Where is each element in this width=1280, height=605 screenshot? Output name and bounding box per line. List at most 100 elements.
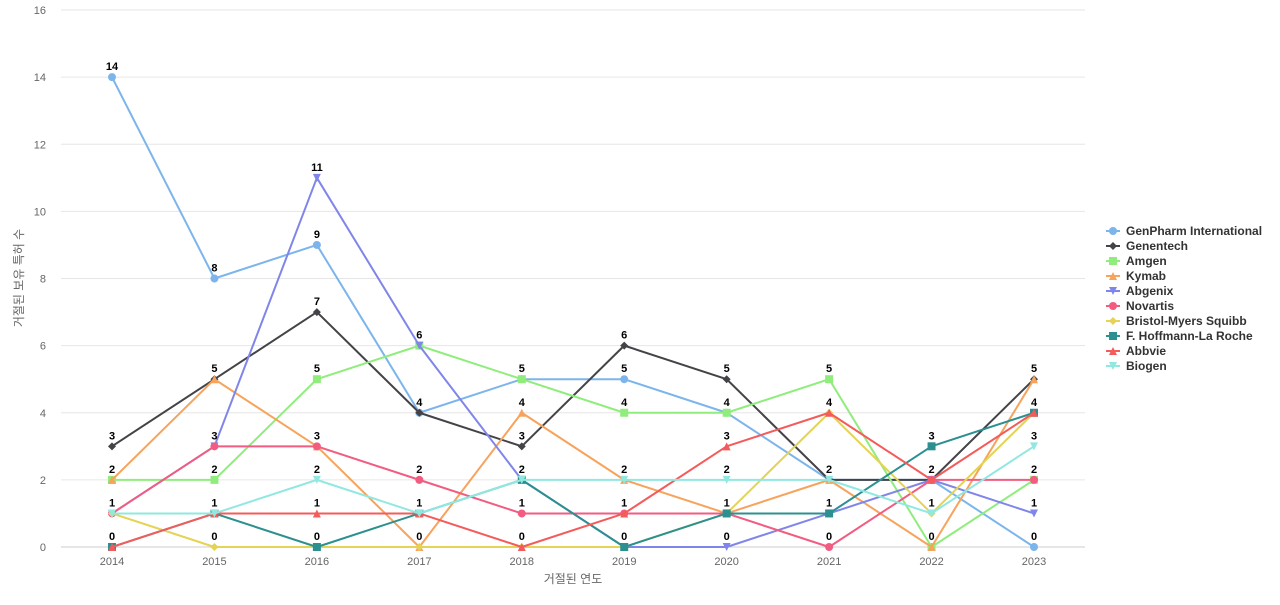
- data-label: 1: [826, 497, 832, 509]
- legend-label: Abbvie: [1126, 344, 1166, 358]
- point-marker: [415, 341, 424, 350]
- data-label: 0: [416, 531, 422, 543]
- series-line: [111, 76, 1035, 548]
- data-label: 4: [519, 397, 526, 409]
- x-tick-label: 2021: [817, 556, 841, 568]
- data-label: 0: [826, 531, 832, 543]
- data-label: 9: [314, 229, 320, 241]
- data-label: 5: [826, 363, 832, 375]
- point-marker: [620, 341, 629, 350]
- data-label: 3: [1031, 430, 1037, 442]
- point-marker: [108, 442, 116, 451]
- data-label: 0: [211, 531, 217, 543]
- series-line: [111, 176, 1035, 548]
- gridlines: [61, 9, 1085, 548]
- point-marker: [108, 475, 116, 484]
- legend-item: Abgenix: [1106, 284, 1174, 298]
- x-tick-label: 2016: [305, 556, 329, 568]
- legend-item: Bristol-Myers Squibb: [1106, 314, 1247, 328]
- point-marker: [312, 543, 321, 551]
- legend-label: Abgenix: [1126, 284, 1174, 298]
- data-label: 3: [314, 430, 320, 442]
- series-line: [111, 411, 1035, 548]
- data-label: 3: [519, 430, 525, 442]
- point-marker: [517, 509, 526, 518]
- data-label: 7: [314, 296, 320, 308]
- data-label: 6: [416, 330, 422, 342]
- x-tick-label: 2018: [510, 556, 534, 568]
- legend-item: Amgen: [1106, 254, 1167, 268]
- y-tick-label: 12: [34, 139, 46, 151]
- point-marker: [722, 442, 731, 451]
- legend-label: Novartis: [1126, 299, 1174, 313]
- data-label: 2: [109, 464, 115, 476]
- legend-item: Abbvie: [1106, 344, 1166, 358]
- point-marker: [312, 173, 321, 182]
- series-line: [111, 411, 1035, 548]
- point-marker: [1109, 362, 1117, 370]
- series-line: [111, 445, 1034, 548]
- data-label: 0: [621, 531, 627, 543]
- data-label: 3: [211, 430, 217, 442]
- point-marker: [210, 375, 219, 384]
- data-label: 3: [928, 430, 934, 442]
- point-marker: [517, 408, 526, 417]
- point-marker: [108, 73, 116, 82]
- point-marker: [1109, 242, 1117, 250]
- series-abbvie: [108, 408, 1038, 551]
- data-label: 2: [416, 464, 422, 476]
- data-label: 2: [211, 464, 217, 476]
- data-label: 2: [928, 464, 934, 476]
- x-tick-label: 2015: [202, 556, 226, 568]
- point-marker: [517, 543, 526, 551]
- point-marker: [415, 543, 424, 551]
- data-label: 1: [621, 497, 627, 509]
- data-label: 2: [621, 464, 627, 476]
- data-label: 1: [928, 497, 934, 509]
- data-label: 11: [311, 162, 323, 174]
- legend-item: Novartis: [1106, 299, 1174, 313]
- data-label: 0: [314, 531, 320, 543]
- legend-label: Genentech: [1126, 239, 1188, 253]
- point-marker: [1030, 475, 1038, 484]
- y-tick-label: 14: [34, 72, 46, 84]
- y-axis-title: 거절된 보유 특허 수: [12, 229, 26, 327]
- legend-item: Genentech: [1106, 239, 1188, 253]
- data-label: 4: [1031, 397, 1038, 409]
- point-marker: [927, 543, 936, 551]
- point-marker: [415, 475, 424, 484]
- point-marker: [927, 475, 936, 484]
- point-marker: [1109, 272, 1117, 280]
- legend-label: Bristol-Myers Squibb: [1126, 314, 1247, 328]
- point-marker: [108, 543, 116, 551]
- data-label: 2: [519, 464, 525, 476]
- point-marker: [927, 509, 936, 518]
- point-marker: [1109, 287, 1117, 295]
- point-marker: [108, 509, 116, 518]
- point-marker: [620, 375, 629, 384]
- point-marker: [1030, 509, 1038, 518]
- point-marker: [825, 475, 834, 484]
- point-marker: [722, 408, 731, 417]
- legend-label: GenPharm International: [1126, 224, 1262, 238]
- data-label: 0: [724, 531, 730, 543]
- series-line: [112, 445, 1035, 515]
- point-marker: [210, 543, 219, 551]
- point-marker: [1109, 227, 1117, 235]
- x-tick-label: 2023: [1022, 556, 1046, 568]
- point-marker: [415, 509, 424, 518]
- point-marker: [1109, 332, 1117, 340]
- data-label: 5: [1031, 363, 1037, 375]
- data-label: 2: [1031, 464, 1037, 476]
- data-label: 5: [724, 363, 730, 375]
- point-marker: [312, 442, 321, 451]
- point-marker: [1030, 442, 1038, 451]
- point-marker: [415, 408, 424, 417]
- point-marker: [312, 475, 321, 484]
- data-label: 1: [519, 497, 525, 509]
- point-marker: [517, 375, 526, 384]
- point-marker: [1030, 375, 1038, 384]
- point-marker: [620, 475, 629, 484]
- data-label: 2: [314, 464, 320, 476]
